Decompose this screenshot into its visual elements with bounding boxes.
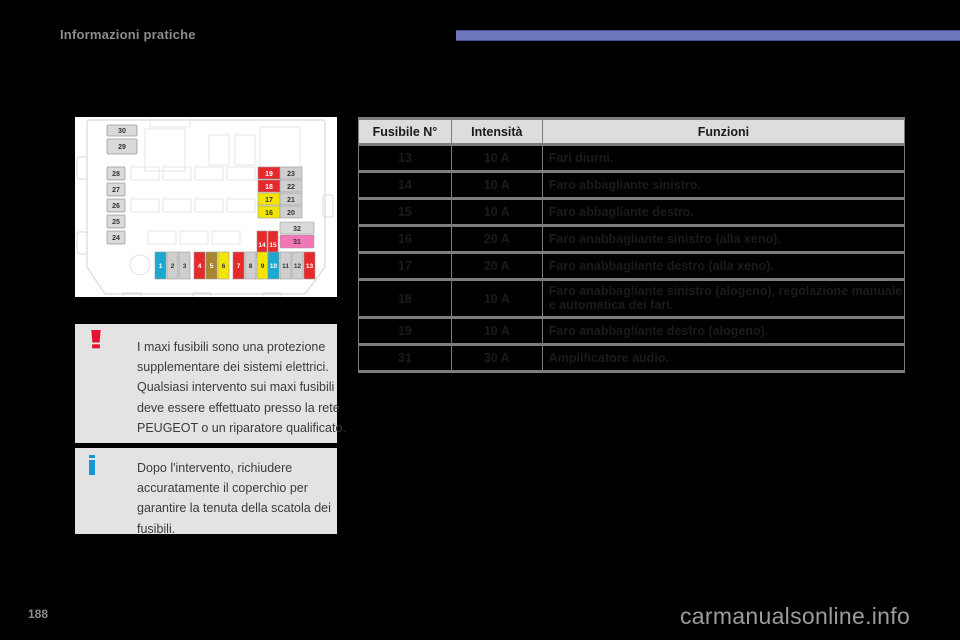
svg-text:21: 21 <box>287 197 295 204</box>
svg-text:3: 3 <box>183 263 187 270</box>
svg-text:12: 12 <box>294 263 302 270</box>
svg-text:32: 32 <box>293 226 301 233</box>
svg-text:11: 11 <box>282 263 289 270</box>
svg-text:23: 23 <box>287 171 295 178</box>
svg-text:4: 4 <box>198 263 202 270</box>
svg-text:28: 28 <box>112 171 120 178</box>
svg-text:27: 27 <box>112 187 120 194</box>
svg-text:5: 5 <box>210 263 214 270</box>
svg-text:24: 24 <box>112 235 120 242</box>
svg-text:31: 31 <box>293 239 301 246</box>
svg-text:14: 14 <box>258 242 266 249</box>
svg-text:9: 9 <box>261 263 265 270</box>
svg-text:2: 2 <box>171 263 175 270</box>
svg-text:22: 22 <box>287 184 295 191</box>
svg-text:15: 15 <box>269 242 277 249</box>
svg-text:17: 17 <box>265 197 273 204</box>
svg-text:20: 20 <box>287 210 295 217</box>
svg-text:16: 16 <box>265 210 273 217</box>
svg-text:19: 19 <box>265 171 273 178</box>
svg-text:6: 6 <box>222 263 226 270</box>
svg-text:29: 29 <box>118 144 126 151</box>
svg-text:10: 10 <box>270 263 278 270</box>
svg-text:18: 18 <box>265 184 273 191</box>
svg-text:7: 7 <box>237 263 241 270</box>
svg-text:1: 1 <box>159 263 163 270</box>
svg-text:13: 13 <box>306 263 314 270</box>
svg-text:8: 8 <box>249 263 253 270</box>
svg-text:25: 25 <box>112 219 120 226</box>
svg-text:26: 26 <box>112 203 120 210</box>
svg-text:30: 30 <box>118 128 126 135</box>
